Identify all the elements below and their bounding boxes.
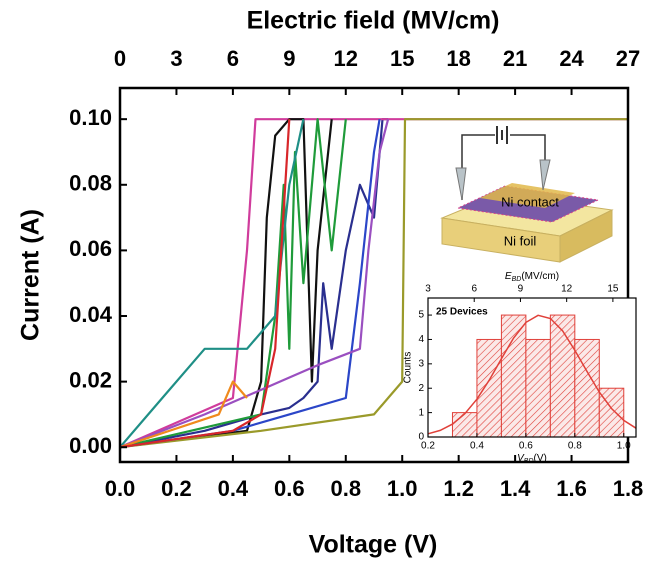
x2-tick-label: 18 <box>446 46 470 71</box>
inset-y-tick-label: 0 <box>418 432 424 443</box>
x-tick-label: 1.6 <box>556 476 587 501</box>
inset-x-title-unit: (V) <box>534 453 547 464</box>
hist-bar <box>476 338 502 438</box>
inset-x2-title: EBD(MV/cm) <box>505 271 559 283</box>
x-tick-label: 0.4 <box>218 476 249 501</box>
inset-x-title-symbol: V <box>517 453 525 464</box>
inset-x2-tick-label: 12 <box>561 284 573 295</box>
inset-annotation: 25 Devices <box>436 307 488 318</box>
x-tick-label: 0.0 <box>105 476 136 501</box>
foil-side <box>559 209 613 263</box>
data-line <box>119 118 389 449</box>
contact <box>480 183 575 208</box>
probe <box>539 159 551 191</box>
x-tick-label: 1.0 <box>387 476 418 501</box>
data-line <box>119 118 628 449</box>
inset-x-tick-label: 0.2 <box>421 441 435 452</box>
data-line <box>119 118 305 448</box>
inset-y-tick-label: 3 <box>418 358 424 369</box>
y-tick-label: 0.04 <box>69 302 113 327</box>
y-tick-label: 0.10 <box>69 105 112 130</box>
y-axis-title: Current (A) <box>17 209 45 341</box>
inset-x2-tick-label: 15 <box>607 284 619 295</box>
schematic-label: Ni foil <box>504 233 537 248</box>
hist-bar <box>451 412 478 438</box>
data-line <box>119 119 291 449</box>
inset-y-tick-label: 5 <box>418 310 424 321</box>
data-line <box>119 118 347 449</box>
data-line <box>119 118 628 449</box>
x-tick-label: 0.2 <box>161 476 192 501</box>
schematic-label: Ni contact <box>501 194 559 209</box>
x-tick-label: 0.8 <box>330 476 361 501</box>
x-tick-label: 0.6 <box>274 476 305 501</box>
x2-axis-title: Electric field (MV/cm) <box>247 7 500 35</box>
x-tick-label: 1.4 <box>500 476 531 501</box>
x2-tick-label: 21 <box>503 46 527 71</box>
y-tick-label: 0.06 <box>69 236 112 261</box>
inset-x2-tick-label: 9 <box>518 284 524 295</box>
x-tick-label: 1.8 <box>613 476 644 501</box>
hist-bar <box>598 387 625 438</box>
data-line <box>119 118 333 449</box>
x2-tick-label: 12 <box>334 46 358 71</box>
probe <box>455 167 467 201</box>
x2-tick-label: 0 <box>114 46 126 71</box>
y-tick-label: 0.02 <box>69 367 112 392</box>
inset-frame <box>427 297 637 438</box>
inset-y-tick-label: 4 <box>418 334 424 345</box>
inset-y-title: Counts <box>403 352 414 384</box>
hist-bar <box>525 338 551 438</box>
inset-x2-title-subscript: BD <box>512 276 522 283</box>
inset-x-tick-label: 1.0 <box>617 441 631 452</box>
plot-area: 0.0 0.2 0.4 0.6 0.8 1.0 1.2 1.4 1.6 1.8 0.00 0.02 0.… <box>69 46 643 501</box>
x2-tick-label: 3 <box>170 46 182 71</box>
inset-x-title: VBD(V) <box>517 453 547 465</box>
x2-tick-label: 15 <box>390 46 414 71</box>
hist-bar <box>500 314 527 438</box>
plot-frame <box>118 86 630 464</box>
hist-bar <box>549 314 576 438</box>
inset-x2-tick-label: 3 <box>425 284 431 295</box>
x-axis-title: Voltage (V) <box>309 531 438 559</box>
schematic: Ni contact Ni foil <box>440 126 614 263</box>
x-tick-label: 1.2 <box>443 476 474 501</box>
hist-bar <box>574 338 600 438</box>
x2-tick-label: 24 <box>559 46 584 71</box>
inset-y-tick-label: 2 <box>418 383 424 394</box>
data-line <box>119 118 390 449</box>
x2-tick-label: 6 <box>227 46 239 71</box>
x2-tick-label: 9 <box>283 46 295 71</box>
inset-x-title-subscript: BD <box>524 458 534 465</box>
inset-x2-tick-label: 6 <box>471 284 477 295</box>
inset-x-tick-label: 0.6 <box>519 441 533 452</box>
inset-x2-title-symbol: E <box>505 271 512 282</box>
inset-y-tick-label: 1 <box>418 407 424 418</box>
inset-x2-title-unit: (MV/cm) <box>521 271 559 282</box>
inset-x-tick-label: 0.4 <box>470 441 484 452</box>
inset-x-tick-label: 0.8 <box>568 441 582 452</box>
fit-curve <box>427 314 637 435</box>
x2-tick-label: 27 <box>616 46 640 71</box>
data-line <box>119 380 248 449</box>
y-tick-label: 0.08 <box>69 171 112 196</box>
y-tick-label: 0.00 <box>69 433 112 458</box>
